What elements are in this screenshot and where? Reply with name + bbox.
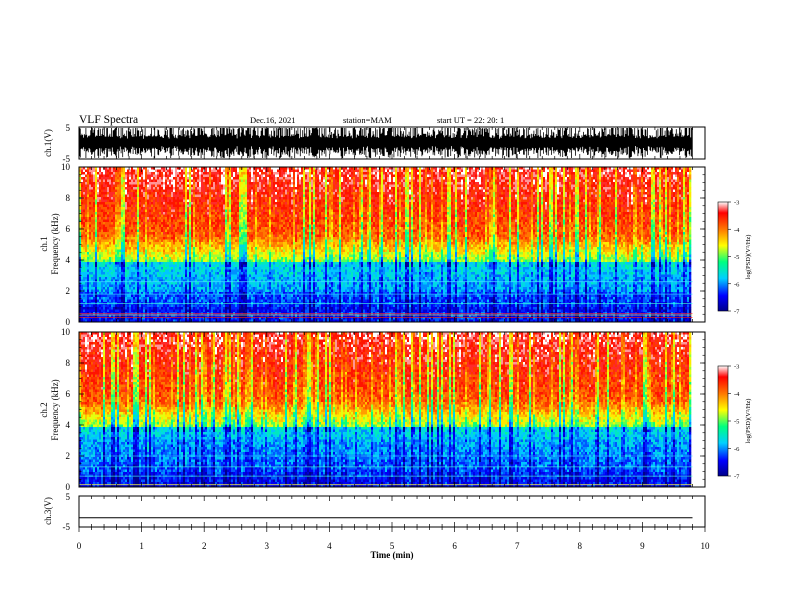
colorbar-tick-2-0: -3 xyxy=(734,364,739,371)
ch2-colorbar-label: log(PSD)(V²/Hz) xyxy=(745,399,752,444)
spec-ytick-1-2: 6 xyxy=(66,224,71,234)
ch3-waveform-panel: 5 -5 ch.3(V) xyxy=(43,492,706,532)
date-label: Dec.16, 2021 xyxy=(250,115,296,125)
x-tick-10: 10 xyxy=(701,541,711,551)
x-tick-8: 8 xyxy=(578,541,583,551)
spec-ytick-1-0: 10 xyxy=(61,162,71,172)
ch2-colorbar: -3 -4 -5 -6 -7 log(PSD)(V²/Hz) xyxy=(717,364,752,481)
colorbar-tick-1-4: -7 xyxy=(734,309,740,316)
ch1-colorbar: -3 -4 -5 -6 -7 log(PSD)(V²/Hz) xyxy=(717,200,752,316)
spec-ytick-1-5: 0 xyxy=(66,317,71,327)
colorbar-tick-2-3: -6 xyxy=(734,446,740,453)
x-tick-2: 2 xyxy=(202,541,207,551)
x-tick-5: 5 xyxy=(390,541,395,551)
x-tick-0: 0 xyxy=(77,541,82,551)
ch1-ylabel: ch.1(V) xyxy=(43,129,53,157)
ch1-spec-ylabel-prefix: ch.1 xyxy=(39,236,49,251)
ch1-spec-ylabel: Frequency (kHz) xyxy=(50,213,60,274)
x-tick-6: 6 xyxy=(452,541,457,551)
x-tick-1: 1 xyxy=(139,541,144,551)
x-tick-3: 3 xyxy=(265,541,270,551)
spec-ytick-2-0: 10 xyxy=(61,327,71,337)
x-tick-7: 7 xyxy=(515,541,520,551)
ch1-spectrogram-panel: 10 8 6 4 2 0 ch.1 Frequency (kHz) xyxy=(39,162,706,327)
spec-ytick-1-1: 8 xyxy=(66,193,71,203)
station-label: station=MAM xyxy=(343,115,392,125)
ch1-ytick-top: 5 xyxy=(66,123,71,133)
ch1-waveform-trace xyxy=(79,128,693,158)
colorbar-tick-1-0: -3 xyxy=(734,200,739,207)
ch3-ytick-bottom: -5 xyxy=(63,522,71,532)
colorbar-tick-1-1: -4 xyxy=(734,227,740,234)
ch1-spectrogram-image xyxy=(79,167,693,323)
ch2-spectrogram-image xyxy=(79,332,693,488)
spec-ytick-1-4: 2 xyxy=(66,286,71,296)
x-tick-9: 9 xyxy=(640,541,645,551)
figure-title: VLF Spectra xyxy=(79,114,138,126)
spec-ytick-1-3: 4 xyxy=(66,255,71,265)
spec-ytick-2-4: 2 xyxy=(66,451,71,461)
spec-ytick-2-1: 8 xyxy=(66,358,71,368)
spec-ytick-2-3: 4 xyxy=(66,420,71,430)
colorbar-tick-2-1: -4 xyxy=(734,391,740,398)
colorbar-tick-2-2: -5 xyxy=(734,419,739,426)
spec-ytick-2-2: 6 xyxy=(66,389,71,399)
start-time-label: start UT = 22: 20: 1 xyxy=(437,115,504,125)
ch1-ytick-bottom: -5 xyxy=(63,154,71,164)
colorbar-tick-1-3: -6 xyxy=(734,281,740,288)
ch2-spec-ylabel-prefix: ch.2 xyxy=(39,402,49,417)
spec-ytick-2-5: 0 xyxy=(66,482,71,492)
ch2-spectrogram-panel: 10 8 6 4 2 0 ch.2 Frequency (kHz) xyxy=(39,327,706,492)
ch3-ylabel: ch.3(V) xyxy=(43,497,53,525)
ch3-ytick-top: 5 xyxy=(66,492,71,502)
x-axis-label: Time (min) xyxy=(370,550,413,560)
ch1-waveform-panel: 5 -5 ch.1(V) xyxy=(43,123,706,164)
colorbar-tick-2-4: -7 xyxy=(734,474,740,481)
ch2-spec-ylabel: Frequency (kHz) xyxy=(50,379,60,440)
colorbar-tick-1-2: -5 xyxy=(734,254,739,261)
ch1-colorbar-label: log(PSD)(V²/Hz) xyxy=(745,235,752,280)
x-tick-4: 4 xyxy=(327,541,332,551)
